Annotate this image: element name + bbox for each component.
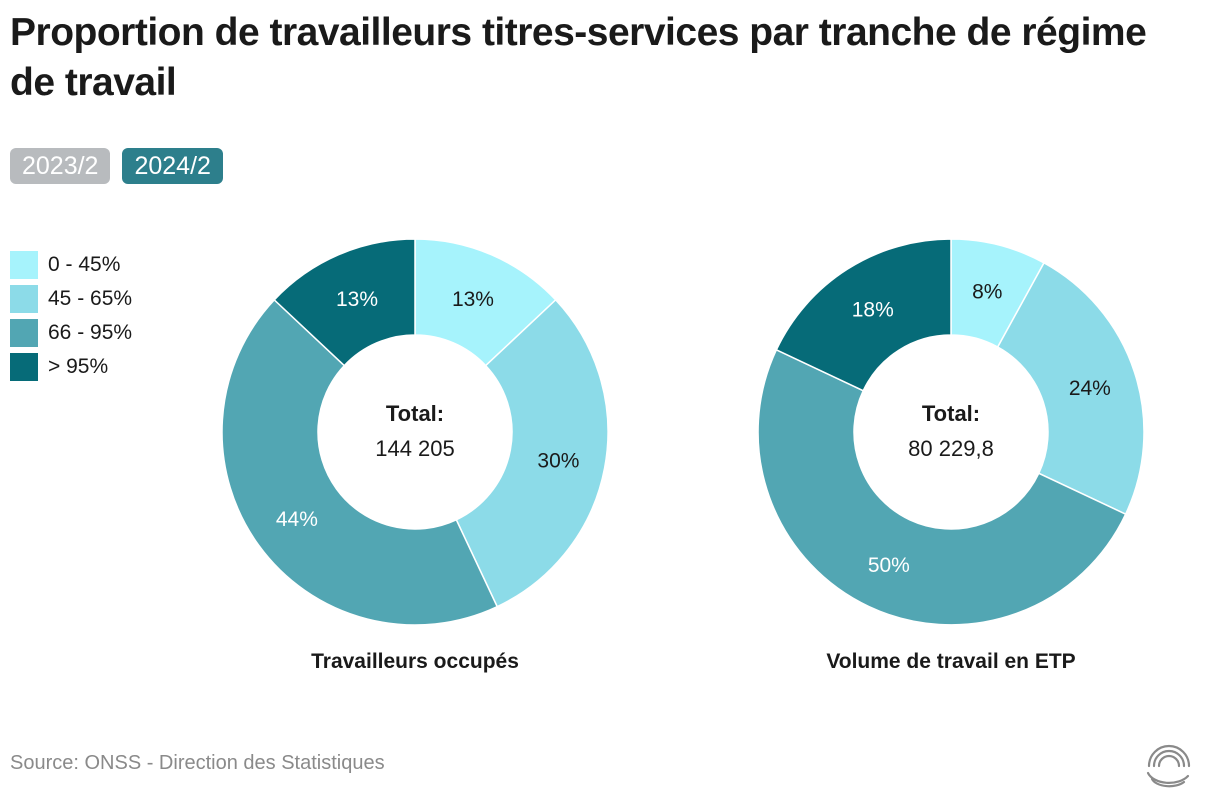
legend-label: 0 - 45% <box>48 253 121 276</box>
legend-swatch <box>10 251 38 279</box>
slice-label: 13% <box>336 288 378 311</box>
slice-label: 50% <box>868 554 910 577</box>
legend-label: 66 - 95% <box>48 321 133 344</box>
legend-item: 0 - 45% <box>10 248 132 282</box>
chart-workers: 13% 30% 44% 13% Total: 144 205 Travailleurs oc… <box>221 238 609 673</box>
donut-slice[interactable] <box>775 238 952 392</box>
center-total-value: 80 229,8 <box>908 436 994 461</box>
slice-label: 30% <box>537 449 579 472</box>
legend-swatch <box>10 319 38 347</box>
chart-title: Travailleurs occupés <box>311 650 519 673</box>
legend-swatch <box>10 353 38 381</box>
legend-label: 45 - 65% <box>48 287 133 310</box>
chart-fte: 8% 24% 50% 18% Total: 80 229,8 Volume de trava… <box>757 238 1145 673</box>
slice-label: 8% <box>972 281 1002 304</box>
donut-slice[interactable] <box>455 298 609 608</box>
source-note: Source: ONSS - Direction des Statistique… <box>10 752 385 774</box>
donut-slice[interactable] <box>221 298 499 626</box>
charts-area: 13% 30% 44% 13% Total: 144 205 Travailleurs oc… <box>221 238 1145 673</box>
donut-slice[interactable] <box>996 261 1145 516</box>
year-tabs: 2023/2 2024/2 <box>10 148 223 184</box>
chart-title: Volume de travail en ETP <box>826 650 1075 673</box>
legend-item: 66 - 95% <box>10 316 132 350</box>
brand-logo-icon <box>1146 744 1191 788</box>
slice-label: 18% <box>852 299 894 322</box>
slice-label: 24% <box>1069 377 1111 400</box>
donut-slice[interactable] <box>757 348 1127 626</box>
slice-label: 44% <box>276 508 318 531</box>
slice-label: 13% <box>452 288 494 311</box>
tab-2024-2[interactable]: 2024/2 <box>122 148 223 184</box>
center-total-value: 144 205 <box>375 436 455 461</box>
page-title: Proportion de travailleurs titres-servic… <box>10 11 1147 104</box>
center-total-label: Total: <box>922 401 980 426</box>
donut-slice[interactable] <box>273 238 416 367</box>
legend-swatch <box>10 285 38 313</box>
legend-item: 45 - 65% <box>10 282 132 316</box>
tab-2023-2[interactable]: 2023/2 <box>10 148 111 184</box>
center-total-label: Total: <box>386 401 444 426</box>
legend-label: > 95% <box>48 355 109 378</box>
legend: 0 - 45% 45 - 65% 66 - 95% > 95% <box>10 248 132 384</box>
legend-item: > 95% <box>10 350 132 384</box>
